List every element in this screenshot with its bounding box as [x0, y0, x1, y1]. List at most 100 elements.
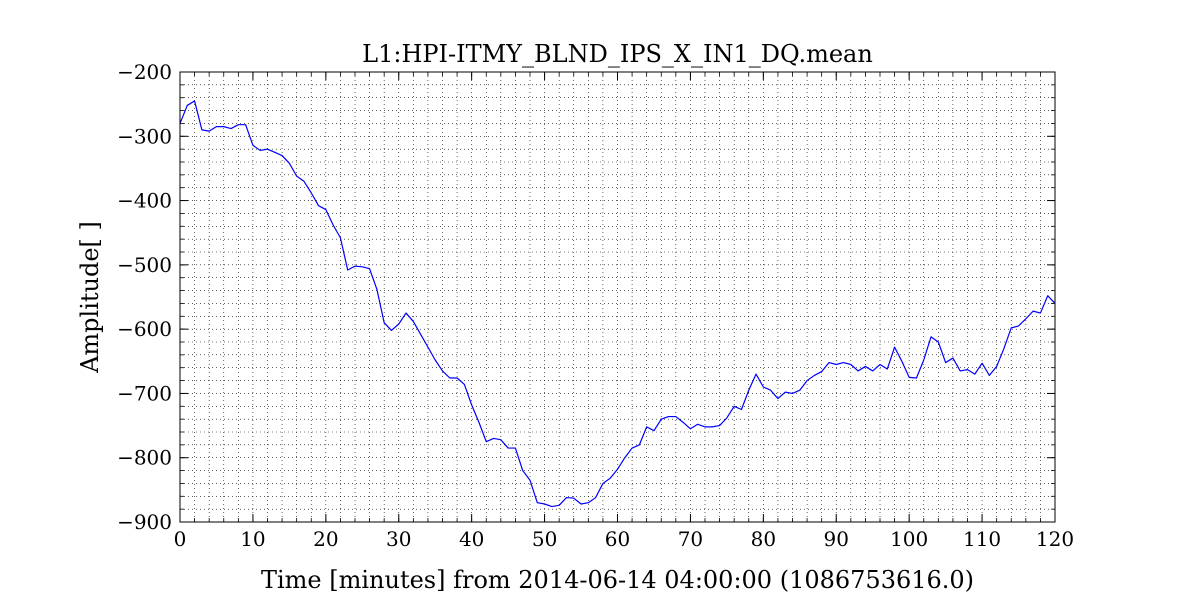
data-point: [551, 505, 553, 507]
data-point: [784, 391, 786, 393]
y-tick-label: −300: [117, 124, 172, 148]
data-point: [995, 365, 997, 367]
chart-title: L1:HPI-ITMY_BLND_IPS_X_IN1_DQ.mean: [362, 40, 873, 68]
data-point: [383, 322, 385, 324]
x-tick-label: 30: [386, 527, 411, 551]
y-tick-label: −500: [117, 253, 172, 277]
data-point: [427, 346, 429, 348]
data-point: [347, 269, 349, 271]
data-point: [565, 496, 567, 498]
data-point: [266, 148, 268, 150]
data-point: [820, 370, 822, 372]
data-point: [631, 447, 633, 449]
data-point: [529, 479, 531, 481]
data-point: [201, 129, 203, 131]
data-point: [1047, 295, 1049, 297]
plot-frame: [179, 71, 1056, 523]
data-point: [485, 440, 487, 442]
data-point: [726, 417, 728, 419]
data-point: [536, 502, 538, 504]
data-point: [274, 151, 276, 153]
x-tick-label: 10: [240, 527, 265, 551]
data-point: [733, 405, 735, 407]
data-point: [193, 100, 195, 102]
y-tick-label: −200: [117, 60, 172, 84]
data-point: [208, 130, 210, 132]
grid-layer: [180, 72, 1055, 522]
data-point: [252, 144, 254, 146]
data-point: [828, 361, 830, 363]
y-tick-label: −700: [117, 381, 172, 405]
data-point: [237, 124, 239, 126]
data-point: [682, 421, 684, 423]
data-point: [908, 376, 910, 378]
data-point: [223, 125, 225, 127]
x-tick-label: 100: [890, 527, 928, 551]
data-point: [981, 362, 983, 364]
x-tick-label: 70: [678, 527, 703, 551]
data-point: [638, 444, 640, 446]
data-point: [1032, 310, 1034, 312]
data-point: [755, 373, 757, 375]
data-point: [580, 503, 582, 505]
data-point: [1025, 318, 1027, 320]
data-point: [937, 341, 939, 343]
data-point: [230, 127, 232, 129]
x-tick-label: 20: [313, 527, 338, 551]
y-tick-label: −400: [117, 189, 172, 213]
data-point: [295, 175, 297, 177]
data-point: [835, 363, 837, 365]
data-point: [368, 268, 370, 270]
x-tick-label: 60: [605, 527, 630, 551]
data-point: [850, 363, 852, 365]
data-point: [186, 104, 188, 106]
data-point: [376, 288, 378, 290]
data-point: [310, 192, 312, 194]
data-point: [514, 447, 516, 449]
data-point: [748, 389, 750, 391]
x-tick-label: 80: [751, 527, 776, 551]
data-point: [806, 379, 808, 381]
data-point: [507, 447, 509, 449]
data-point: [901, 360, 903, 362]
data-point: [361, 266, 363, 268]
data-point: [966, 368, 968, 370]
data-point: [653, 430, 655, 432]
data-point: [244, 124, 246, 126]
data-point: [762, 386, 764, 388]
data-point: [864, 365, 866, 367]
data-point: [602, 482, 604, 484]
data-point: [799, 389, 801, 391]
data-point: [339, 237, 341, 239]
data-point: [886, 368, 888, 370]
data-point: [215, 125, 217, 127]
data-point: [930, 336, 932, 338]
data-point: [704, 426, 706, 428]
data-point: [697, 423, 699, 425]
data-point: [813, 374, 815, 376]
data-point: [398, 323, 400, 325]
x-tick-label: 90: [824, 527, 849, 551]
data-point: [624, 457, 626, 459]
data-point: [872, 370, 874, 372]
data-point: [594, 496, 596, 498]
data-point: [573, 497, 575, 499]
data-point: [718, 424, 720, 426]
data-point: [478, 421, 480, 423]
data-point: [1010, 327, 1012, 329]
data-point: [740, 408, 742, 410]
data-point: [332, 224, 334, 226]
data-point: [667, 415, 669, 417]
data-point: [463, 383, 465, 385]
data-point: [470, 404, 472, 406]
data-point: [689, 428, 691, 430]
data-point: [711, 426, 713, 428]
data-point: [616, 468, 618, 470]
data-point: [492, 437, 494, 439]
data-point: [441, 370, 443, 372]
y-axis-label: Amplitude[ ]: [76, 221, 104, 374]
data-point: [543, 503, 545, 505]
data-point: [303, 180, 305, 182]
data-point: [609, 477, 611, 479]
data-point: [412, 320, 414, 322]
